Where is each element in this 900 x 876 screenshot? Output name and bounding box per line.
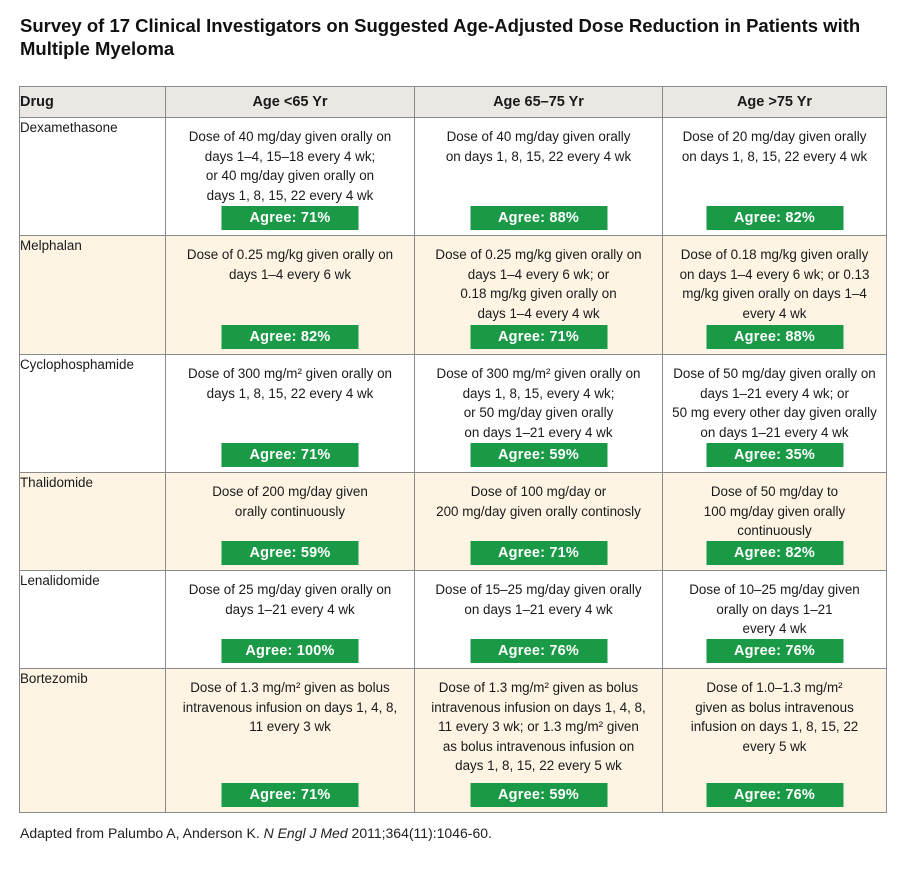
dose-text: Dose of 50 mg/day given orally on days 1… xyxy=(672,366,877,440)
agree-badge: Agree: 100% xyxy=(221,639,359,663)
agree-badge: Agree: 71% xyxy=(470,325,607,349)
table-row: Thalidomide Dose of 200 mg/day given ora… xyxy=(19,472,887,571)
agree-badge: Agree: 59% xyxy=(470,443,607,467)
dose-cell: Dose of 40 mg/day given orally on days 1… xyxy=(414,117,663,236)
page-title: Survey of 17 Clinical Investigators on S… xyxy=(20,15,861,59)
dose-text: Dose of 0.25 mg/kg given orally on days … xyxy=(435,247,642,321)
agree-badge: Agree: 82% xyxy=(706,206,843,230)
header-age-65-75: Age 65–75 Yr xyxy=(414,86,663,118)
agree-badge: Agree: 59% xyxy=(221,541,359,565)
dose-cell: Dose of 20 mg/day given orally on days 1… xyxy=(662,117,887,236)
dose-cell: Dose of 1.0–1.3 mg/m² given as bolus int… xyxy=(662,668,887,813)
dose-cell: Dose of 0.25 mg/kg given orally on days … xyxy=(414,235,663,355)
dose-text: Dose of 1.0–1.3 mg/m² given as bolus int… xyxy=(690,680,859,754)
dose-text: Dose of 20 mg/day given orally on days 1… xyxy=(681,129,868,164)
dose-text: Dose of 40 mg/day given orally on days 1… xyxy=(445,129,632,164)
agree-badge: Agree: 71% xyxy=(221,443,359,467)
footnote-suffix: 2011;364(11):1046-60. xyxy=(347,825,492,841)
header-age-under-65: Age <65 Yr xyxy=(165,86,415,118)
dose-cell: Dose of 50 mg/day given orally on days 1… xyxy=(662,354,887,473)
dose-text: Dose of 25 mg/day given orally on days 1… xyxy=(188,582,392,617)
drug-name: Melphalan xyxy=(19,235,166,355)
source-footnote: Adapted from Palumbo A, Anderson K. N En… xyxy=(20,825,492,841)
table-row: Cyclophosphamide Dose of 300 mg/m² given… xyxy=(19,354,887,473)
dose-cell: Dose of 40 mg/day given orally on days 1… xyxy=(165,117,415,236)
dose-cell: Dose of 0.18 mg/kg given orally on days … xyxy=(662,235,887,355)
header-drug: Drug xyxy=(19,86,166,118)
dose-cell: Dose of 100 mg/day or 200 mg/day given o… xyxy=(414,472,663,571)
drug-name: Lenalidomide xyxy=(19,570,166,669)
drug-name: Bortezomib xyxy=(19,668,166,813)
dose-text: Dose of 200 mg/day given orally continuo… xyxy=(212,484,368,519)
drug-name: Dexamethasone xyxy=(19,117,166,236)
dose-text: Dose of 1.3 mg/m² given as bolus intrave… xyxy=(431,680,646,774)
dose-cell: Dose of 10–25 mg/day given orally on day… xyxy=(662,570,887,669)
dose-cell: Dose of 300 mg/m² given orally on days 1… xyxy=(414,354,663,473)
agree-badge: Agree: 76% xyxy=(470,639,607,663)
header-age-over-75: Age >75 Yr xyxy=(662,86,887,118)
agree-badge: Agree: 82% xyxy=(706,541,843,565)
dose-cell: Dose of 1.3 mg/m² given as bolus intrave… xyxy=(414,668,663,813)
dose-cell: Dose of 15–25 mg/day given orally on day… xyxy=(414,570,663,669)
dose-text: Dose of 10–25 mg/day given orally on day… xyxy=(689,582,860,637)
table-row: Bortezomib Dose of 1.3 mg/m² given as bo… xyxy=(19,668,887,813)
drug-name: Cyclophosphamide xyxy=(19,354,166,473)
footnote-journal: N Engl J Med xyxy=(263,825,348,841)
dose-text: Dose of 100 mg/day or 200 mg/day given o… xyxy=(436,484,641,519)
dose-text: Dose of 15–25 mg/day given orally on day… xyxy=(435,582,642,617)
dose-cell: Dose of 1.3 mg/m² given as bolus intrave… xyxy=(165,668,415,813)
agree-badge: Agree: 35% xyxy=(706,443,843,467)
dose-text: Dose of 300 mg/m² given orally on days 1… xyxy=(188,366,392,401)
dose-cell: Dose of 50 mg/day to 100 mg/day given or… xyxy=(662,472,887,571)
survey-table: Drug Age <65 Yr Age 65–75 Yr Age >75 Yr … xyxy=(19,86,887,813)
agree-badge: Agree: 88% xyxy=(470,206,607,230)
drug-name: Thalidomide xyxy=(19,472,166,571)
dose-cell: Dose of 0.25 mg/kg given orally on days … xyxy=(165,235,415,355)
dose-cell: Dose of 300 mg/m² given orally on days 1… xyxy=(165,354,415,473)
dose-text: Dose of 50 mg/day to 100 mg/day given or… xyxy=(703,484,846,539)
table-row: Melphalan Dose of 0.25 mg/kg given orall… xyxy=(19,235,887,355)
dose-text: Dose of 1.3 mg/m² given as bolus intrave… xyxy=(182,680,398,735)
table-row: Lenalidomide Dose of 25 mg/day given ora… xyxy=(19,570,887,669)
table-row: Dexamethasone Dose of 40 mg/day given or… xyxy=(19,117,887,236)
agree-badge: Agree: 88% xyxy=(706,325,843,349)
dose-text: Dose of 40 mg/day given orally on days 1… xyxy=(188,129,392,203)
dose-text: Dose of 0.25 mg/kg given orally on days … xyxy=(186,247,394,282)
dose-cell: Dose of 200 mg/day given orally continuo… xyxy=(165,472,415,571)
agree-badge: Agree: 71% xyxy=(221,783,359,807)
agree-badge: Agree: 82% xyxy=(221,325,359,349)
dose-text: Dose of 0.18 mg/kg given orally on days … xyxy=(679,247,870,321)
footnote-prefix: Adapted from Palumbo A, Anderson K. xyxy=(20,825,264,841)
dose-text: Dose of 300 mg/m² given orally on days 1… xyxy=(436,366,641,440)
agree-badge: Agree: 76% xyxy=(706,783,843,807)
agree-badge: Agree: 71% xyxy=(470,541,607,565)
agree-badge: Agree: 76% xyxy=(706,639,843,663)
agree-badge: Agree: 71% xyxy=(221,206,359,230)
dose-cell: Dose of 25 mg/day given orally on days 1… xyxy=(165,570,415,669)
agree-badge: Agree: 59% xyxy=(470,783,607,807)
header-row: Drug Age <65 Yr Age 65–75 Yr Age >75 Yr xyxy=(19,86,887,118)
